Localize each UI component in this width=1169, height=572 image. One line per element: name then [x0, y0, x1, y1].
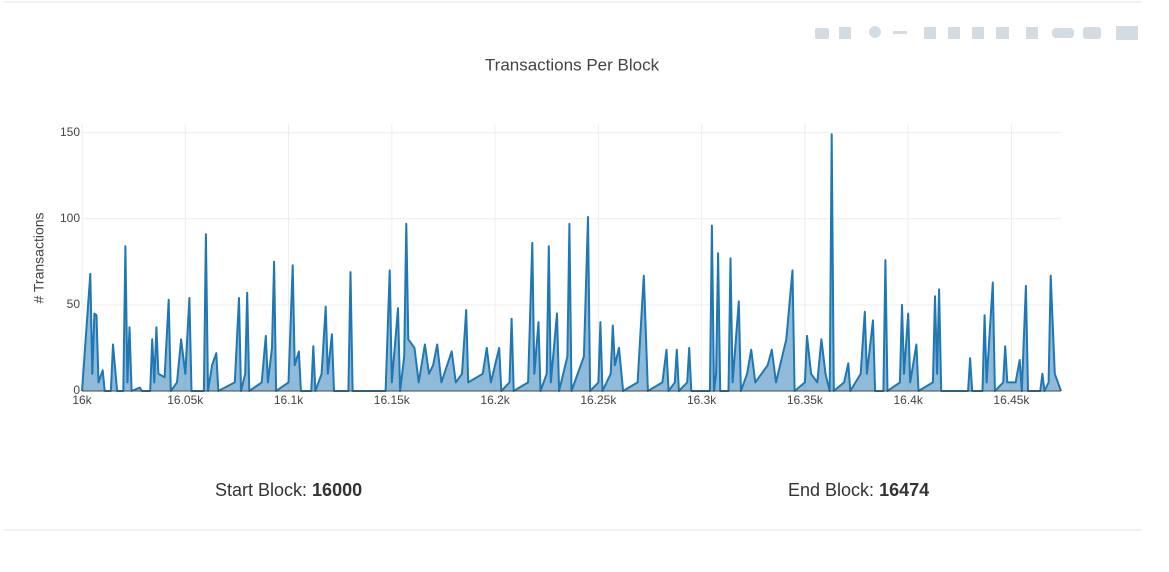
hover-closest-icon[interactable] — [1052, 28, 1074, 38]
autoscale-icon[interactable] — [972, 27, 984, 39]
hover-compare-icon[interactable] — [1083, 27, 1101, 39]
zoom-in-icon[interactable] — [924, 27, 936, 39]
chart-title: Transactions Per Block — [485, 55, 660, 74]
area-fill — [82, 134, 1061, 392]
end-label: End Block: — [788, 480, 875, 500]
y-tick-label: 50 — [67, 297, 81, 311]
save-icon[interactable] — [839, 27, 851, 39]
x-tick-label: 16.1k — [274, 393, 304, 407]
reset-icon[interactable] — [996, 27, 1009, 39]
camera-icon[interactable] — [815, 28, 829, 39]
x-tick-label: 16k — [72, 393, 92, 407]
x-tick-label: 16.25k — [580, 393, 617, 407]
x-tick-label: 16.45k — [993, 393, 1030, 407]
zoom-out-icon[interactable] — [948, 27, 960, 39]
y-axis-title: # Transactions — [31, 212, 47, 303]
x-tick-label: 16.3k — [687, 393, 717, 407]
x-tick-label: 16.15k — [374, 393, 411, 407]
y-tick-label: 100 — [60, 211, 80, 225]
x-tick-label: 16.05k — [167, 393, 204, 407]
x-tick-label: 16.2k — [480, 393, 510, 407]
start-label: Start Block: — [215, 480, 308, 500]
plotly-logo[interactable] — [1116, 26, 1138, 40]
y-tick-label: 150 — [60, 125, 80, 139]
start-value: 16000 — [312, 480, 363, 500]
spike-icon[interactable] — [1026, 27, 1038, 39]
y-tick-label: 0 — [73, 383, 80, 397]
pan-icon[interactable] — [893, 31, 907, 34]
area-line — [81, 133, 1062, 392]
end-value: 16474 — [879, 480, 930, 500]
x-tick-label: 16.35k — [787, 393, 824, 407]
end-block: End Block: 16474 — [788, 480, 929, 501]
zoom-icon[interactable] — [869, 26, 881, 38]
start-block: Start Block: 16000 — [215, 480, 362, 501]
x-tick-label: 16.4k — [893, 393, 923, 407]
modebar — [815, 26, 1138, 40]
